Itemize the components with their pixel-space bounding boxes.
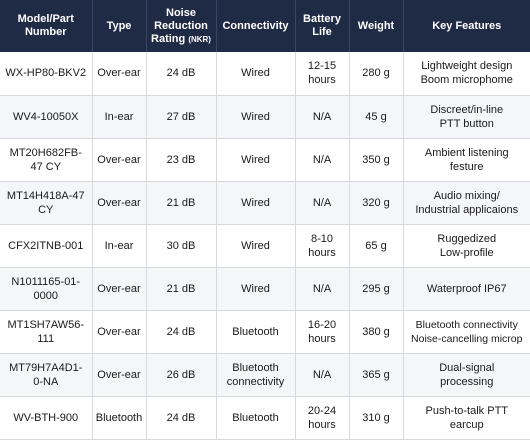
cell-connectivity: Wired — [216, 95, 296, 139]
header-weight-label: Weight — [357, 19, 395, 32]
cell-weight: 45 g — [349, 95, 404, 139]
header-features: Key Features — [403, 0, 530, 52]
cell-nrr: 27 dB — [146, 95, 217, 139]
cell-type: In-ear — [92, 224, 147, 268]
cell-type: Over-ear — [92, 267, 147, 311]
cell-battery: 12-15 hours — [295, 52, 350, 96]
cell-model: WV4-10050X — [0, 95, 93, 139]
cell-connectivity: Bluetooth connectivity — [216, 353, 296, 397]
header-type-label: Type — [106, 19, 132, 32]
cell-nrr: 24 dB — [146, 310, 217, 354]
cell-nrr: 26 dB — [146, 353, 217, 397]
cell-features: Ruggedized Low-profile — [403, 224, 530, 268]
cell-weight: 350 g — [349, 138, 404, 182]
cell-type: Over-ear — [92, 310, 147, 354]
cell-features: Waterproof IP67 — [403, 267, 530, 311]
cell-weight: 65 g — [349, 224, 404, 268]
cell-model: WV-BTH-900 — [0, 396, 93, 440]
cell-battery: 20-24 hours — [295, 396, 350, 440]
cell-battery: N/A — [295, 181, 350, 225]
cell-battery: N/A — [295, 267, 350, 311]
cell-connectivity: Wired — [216, 267, 296, 311]
header-row: Model/Part Number Type Noise Reduction R… — [0, 0, 530, 52]
cell-features: Ambient listening festure — [403, 138, 530, 182]
cell-nrr: 24 dB — [146, 396, 217, 440]
table-row: WV-BTH-900 Bluetooth 24 dB Bluetooth 20-… — [0, 396, 530, 440]
cell-model: MT14H418A-47 CY — [0, 181, 93, 225]
cell-model: N1011165-01- 0000 — [0, 267, 93, 311]
cell-type: Bluetooth — [92, 396, 147, 440]
cell-nrr: 21 dB — [146, 181, 217, 225]
cell-weight: 280 g — [349, 52, 404, 96]
cell-weight: 320 g — [349, 181, 404, 225]
table-row: MT79H7A4D1- 0-NA Over-ear 26 dB Bluetoot… — [0, 353, 530, 397]
table-row: MT14H418A-47 CY Over-ear 21 dB Wired N/A… — [0, 181, 530, 225]
cell-battery: N/A — [295, 353, 350, 397]
cell-nrr: 30 dB — [146, 224, 217, 268]
cell-battery: 16-20 hours — [295, 310, 350, 354]
header-model: Model/Part Number — [0, 0, 93, 52]
cell-features: Dual-signal processing — [403, 353, 530, 397]
cell-features: Push-to-talk PTT earcup — [403, 396, 530, 440]
cell-weight: 380 g — [349, 310, 404, 354]
cell-features: Discreet/in-line PTT button — [403, 95, 530, 139]
cell-features: Lightweight design Boom microphome — [403, 52, 530, 96]
cell-type: Over-ear — [92, 353, 147, 397]
cell-type: In-ear — [92, 95, 147, 139]
cell-nrr: 23 dB — [146, 138, 217, 182]
cell-connectivity: Bluetooth — [216, 396, 296, 440]
cell-model: WX-HP80-BKV2 — [0, 52, 93, 96]
cell-model: MT79H7A4D1- 0-NA — [0, 353, 93, 397]
cell-connectivity: Wired — [216, 224, 296, 268]
cell-connectivity: Wired — [216, 138, 296, 182]
header-type: Type — [92, 0, 147, 52]
cell-type: Over-ear — [92, 138, 147, 182]
table-row: WX-HP80-BKV2 Over-ear 24 dB Wired 12-15 … — [0, 52, 530, 96]
header-model-label: Model/Part Number — [17, 13, 74, 38]
header-nrr: Noise Reduction Rating (NKR) — [146, 0, 217, 52]
header-weight: Weight — [349, 0, 404, 52]
table-row: WV4-10050X In-ear 27 dB Wired N/A 45 g D… — [0, 95, 530, 139]
header-connectivity: Connectivity — [216, 0, 296, 52]
header-nrr-label: Noise Reduction Rating — [151, 6, 208, 45]
cell-battery: 8-10 hours — [295, 224, 350, 268]
cell-type: Over-ear — [92, 181, 147, 225]
header-features-label: Key Features — [432, 19, 502, 32]
cell-connectivity: Wired — [216, 181, 296, 225]
cell-battery: N/A — [295, 138, 350, 182]
cell-model: MT1SH7AW56- 111 — [0, 310, 93, 354]
table-row: CFX2ITNB-001 In-ear 30 dB Wired 8-10 hou… — [0, 224, 530, 268]
cell-model: CFX2ITNB-001 — [0, 224, 93, 268]
table-row: MT20H682FB- 47 CY Over-ear 23 dB Wired N… — [0, 138, 530, 182]
cell-battery: N/A — [295, 95, 350, 139]
header-battery: Battery Life — [295, 0, 350, 52]
table-row: MT1SH7AW56- 111 Over-ear 24 dB Bluetooth… — [0, 310, 530, 354]
header-nrr-abbr: (NKR) — [188, 34, 211, 44]
cell-weight: 365 g — [349, 353, 404, 397]
cell-connectivity: Wired — [216, 52, 296, 96]
cell-weight: 310 g — [349, 396, 404, 440]
header-connectivity-label: Connectivity — [222, 19, 289, 32]
cell-nrr: 21 dB — [146, 267, 217, 311]
cell-features: Bluetooth connectivity Noise-cancelling … — [403, 310, 530, 354]
cell-weight: 295 g — [349, 267, 404, 311]
cell-features: Audio mixing/ Industrial applicaions — [403, 181, 530, 225]
cell-connectivity: Bluetooth — [216, 310, 296, 354]
cell-model: MT20H682FB- 47 CY — [0, 138, 93, 182]
table-row: N1011165-01- 0000 Over-ear 21 dB Wired N… — [0, 267, 530, 311]
header-battery-label: Battery Life — [303, 13, 341, 38]
cell-nrr: 24 dB — [146, 52, 217, 96]
cell-type: Over-ear — [92, 52, 147, 96]
